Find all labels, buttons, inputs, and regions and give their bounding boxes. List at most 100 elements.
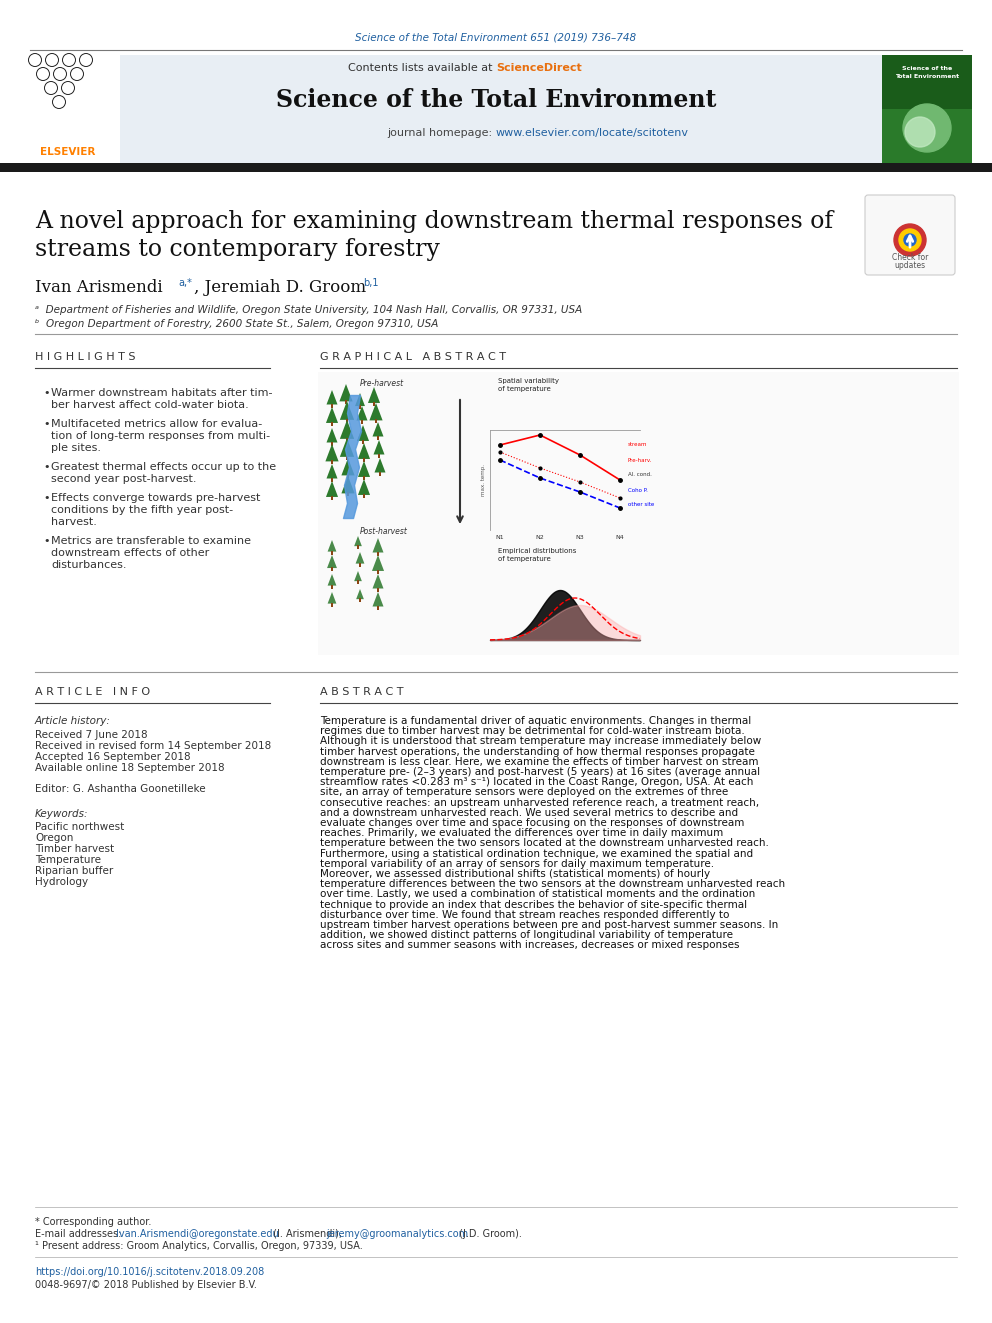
Text: Spatial variability: Spatial variability bbox=[498, 378, 559, 384]
Text: temperature differences between the two sensors at the downstream unharvested re: temperature differences between the two … bbox=[320, 880, 785, 889]
Text: Greatest thermal effects occur up to the: Greatest thermal effects occur up to the bbox=[51, 462, 276, 472]
Polygon shape bbox=[340, 438, 354, 456]
Text: Pacific northwest: Pacific northwest bbox=[35, 822, 124, 832]
Text: streamflow rates <0.283 m³ s⁻¹) located in the Coast Range, Oregon, USA. At each: streamflow rates <0.283 m³ s⁻¹) located … bbox=[320, 777, 753, 787]
Text: Warmer downstream habitats after tim-: Warmer downstream habitats after tim- bbox=[51, 388, 273, 398]
Polygon shape bbox=[374, 441, 385, 455]
Polygon shape bbox=[373, 574, 384, 589]
Text: addition, we showed distinct patterns of longitudinal variability of temperature: addition, we showed distinct patterns of… bbox=[320, 930, 733, 941]
Bar bbox=[377, 570, 379, 574]
Bar bbox=[359, 405, 361, 409]
Bar bbox=[0, 163, 992, 172]
Text: •: • bbox=[43, 493, 50, 503]
Text: disturbances.: disturbances. bbox=[51, 560, 127, 570]
Text: technique to provide an index that describes the behavior of site-specific therm: technique to provide an index that descr… bbox=[320, 900, 747, 910]
Text: * Corresponding author.: * Corresponding author. bbox=[35, 1217, 152, 1226]
Text: updates: updates bbox=[895, 261, 926, 270]
Circle shape bbox=[894, 224, 926, 255]
Polygon shape bbox=[340, 401, 354, 419]
Polygon shape bbox=[358, 460, 370, 478]
Text: temperature pre- (2–3 years) and post-harvest (5 years) at 16 sites (average ann: temperature pre- (2–3 years) and post-ha… bbox=[320, 767, 760, 777]
Text: tion of long-term responses from multi-: tion of long-term responses from multi- bbox=[51, 431, 270, 441]
Polygon shape bbox=[340, 419, 354, 439]
Bar bbox=[331, 496, 333, 500]
Text: Multifaceted metrics allow for evalua-: Multifaceted metrics allow for evalua- bbox=[51, 419, 262, 429]
Text: •: • bbox=[43, 388, 50, 398]
Text: (J.D. Groom).: (J.D. Groom). bbox=[456, 1229, 522, 1240]
Text: 0048-9697/© 2018 Published by Elsevier B.V.: 0048-9697/© 2018 Published by Elsevier B… bbox=[35, 1279, 257, 1290]
Circle shape bbox=[903, 105, 951, 152]
Bar bbox=[331, 550, 333, 554]
Bar bbox=[345, 401, 347, 405]
Bar bbox=[331, 478, 333, 482]
Polygon shape bbox=[327, 540, 336, 552]
Text: Editor: G. Ashantha Goonetilleke: Editor: G. Ashantha Goonetilleke bbox=[35, 785, 205, 794]
Text: Available online 18 September 2018: Available online 18 September 2018 bbox=[35, 763, 224, 773]
Text: temporal variability of an array of sensors for daily maximum temperature.: temporal variability of an array of sens… bbox=[320, 859, 714, 869]
Text: A B S T R A C T: A B S T R A C T bbox=[320, 687, 404, 697]
Text: Science of the Total Environment: Science of the Total Environment bbox=[276, 89, 716, 112]
Polygon shape bbox=[373, 591, 384, 606]
Text: Accepted 16 September 2018: Accepted 16 September 2018 bbox=[35, 751, 190, 762]
Text: temperature between the two sensors located at the downstream unharvested reach.: temperature between the two sensors loca… bbox=[320, 839, 769, 848]
Text: •: • bbox=[43, 419, 50, 429]
Text: https://doi.org/10.1016/j.scitotenv.2018.09.208: https://doi.org/10.1016/j.scitotenv.2018… bbox=[35, 1267, 264, 1277]
Polygon shape bbox=[373, 422, 384, 437]
Text: Check for: Check for bbox=[892, 254, 929, 262]
Bar bbox=[377, 606, 379, 610]
Bar bbox=[346, 419, 348, 423]
Text: upstream timber harvest operations between pre and post-harvest summer seasons. : upstream timber harvest operations betwe… bbox=[320, 919, 779, 930]
Bar bbox=[331, 602, 333, 607]
Text: site, an array of temperature sensors were deployed on the extremes of three: site, an array of temperature sensors we… bbox=[320, 787, 728, 798]
Bar bbox=[375, 419, 377, 423]
Polygon shape bbox=[356, 406, 367, 421]
Bar bbox=[331, 460, 333, 464]
Text: stream: stream bbox=[628, 442, 648, 447]
Text: downstream effects of other: downstream effects of other bbox=[51, 548, 209, 558]
Text: ber harvest affect cold-water biota.: ber harvest affect cold-water biota. bbox=[51, 400, 249, 410]
Polygon shape bbox=[326, 464, 337, 479]
Circle shape bbox=[904, 234, 916, 246]
Polygon shape bbox=[355, 393, 365, 406]
Text: Temperature: Temperature bbox=[35, 855, 101, 865]
Text: Empirical distributions: Empirical distributions bbox=[498, 548, 576, 554]
Bar bbox=[347, 475, 349, 479]
Text: Al. cond.: Al. cond. bbox=[628, 472, 652, 478]
Bar bbox=[363, 458, 365, 462]
Polygon shape bbox=[354, 572, 362, 581]
Text: across sites and summer seasons with increases, decreases or mixed responses: across sites and summer seasons with inc… bbox=[320, 941, 739, 950]
Polygon shape bbox=[357, 425, 369, 441]
Circle shape bbox=[899, 229, 921, 251]
Bar bbox=[347, 492, 349, 496]
Bar bbox=[318, 372, 959, 655]
Text: N2: N2 bbox=[536, 534, 545, 540]
Text: second year post-harvest.: second year post-harvest. bbox=[51, 474, 196, 484]
Text: regimes due to timber harvest may be detrimental for cold-water instream biota.: regimes due to timber harvest may be det… bbox=[320, 726, 745, 736]
Text: Metrics are transferable to examine: Metrics are transferable to examine bbox=[51, 536, 251, 546]
Text: disturbance over time. We found that stream reaches responded differently to: disturbance over time. We found that str… bbox=[320, 910, 729, 919]
Text: N3: N3 bbox=[575, 534, 584, 540]
Text: Science of the: Science of the bbox=[902, 66, 952, 70]
Text: max. temp.: max. temp. bbox=[480, 464, 485, 496]
Bar bbox=[20, 56, 882, 163]
Text: Post-harvest: Post-harvest bbox=[360, 528, 408, 537]
Text: A novel approach for examining downstream thermal responses of
streams to contem: A novel approach for examining downstrea… bbox=[35, 210, 833, 262]
Bar bbox=[331, 585, 333, 589]
Polygon shape bbox=[373, 538, 384, 553]
Text: Total Environment: Total Environment bbox=[895, 74, 959, 78]
Text: other site: other site bbox=[628, 503, 655, 508]
Text: ELSEVIER: ELSEVIER bbox=[41, 147, 95, 157]
Bar bbox=[361, 419, 363, 423]
Text: N4: N4 bbox=[616, 534, 624, 540]
Bar bbox=[359, 598, 361, 602]
Polygon shape bbox=[375, 458, 386, 472]
Polygon shape bbox=[326, 482, 338, 497]
Text: ¹ Present address: Groom Analytics, Corvallis, Oregon, 97339, USA.: ¹ Present address: Groom Analytics, Corv… bbox=[35, 1241, 363, 1252]
Text: N1: N1 bbox=[496, 534, 504, 540]
Text: reaches. Primarily, we evaluated the differences over time in daily maximum: reaches. Primarily, we evaluated the dif… bbox=[320, 828, 723, 839]
Text: journal homepage:: journal homepage: bbox=[387, 128, 496, 138]
Bar bbox=[882, 108, 972, 163]
Text: downstream is less clear. Here, we examine the effects of timber harvest on stre: downstream is less clear. Here, we exami… bbox=[320, 757, 759, 767]
Text: Coho P.: Coho P. bbox=[628, 487, 648, 492]
Text: ple sites.: ple sites. bbox=[51, 443, 101, 452]
